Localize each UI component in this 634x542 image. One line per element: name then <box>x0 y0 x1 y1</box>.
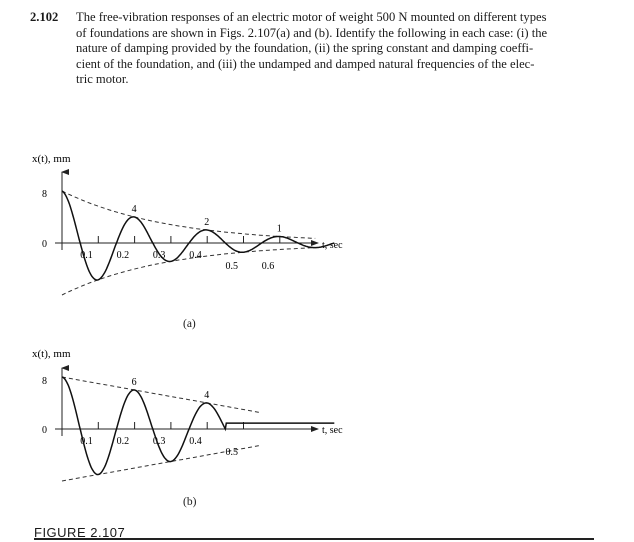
problem-number: 2.102 <box>30 10 59 24</box>
x-tick-label: 0.4 <box>189 250 202 261</box>
x-tick-label: 0.3 <box>153 250 166 261</box>
x-tick-label: 0.4 <box>189 436 202 447</box>
problem-statement: 2.102 The free-vibration responses of an… <box>30 10 610 88</box>
problem-line: tric motor. <box>76 72 129 87</box>
panel-b-y-tick-top: 8 <box>42 376 47 387</box>
problem-text: The free-vibration responses of an elect… <box>76 10 610 88</box>
x-tick-label: 0.6 <box>262 261 275 272</box>
figure-rule <box>34 538 594 540</box>
panel-b-ylabel: x(t), mm <box>32 348 71 360</box>
peak-label: 6 <box>132 377 137 388</box>
panel-b-x-ticks: 0.1 0.2 0.3 0.4 0.5 <box>80 422 244 458</box>
problem-line: of foundations are shown in Figs. 2.107(… <box>76 25 548 40</box>
problem-line: The free-vibration responses of an elect… <box>76 10 547 24</box>
panel-a-ylabel: x(t), mm <box>32 153 71 165</box>
panel-a-y-tick-zero: 0 <box>42 239 47 250</box>
envelope-lower <box>61 247 316 296</box>
x-tick-label: 0.5 <box>226 261 239 272</box>
peak-label: 1 <box>277 224 282 235</box>
envelope-upper <box>61 376 262 414</box>
peak-label: 4 <box>132 204 137 215</box>
envelope-lower <box>61 444 262 482</box>
panel-b-peak-labels: 64 <box>132 377 210 401</box>
panel-b: x(t), mm 8 0 t, sec 0.1 0.2 0.3 0.40.5 64 <box>32 348 343 482</box>
x-tick-label: 0.1 <box>80 436 93 447</box>
peak-label: 2 <box>204 217 209 228</box>
panel-a-xlabel: t, sec <box>322 240 343 251</box>
panel-a-y-tick-top: 8 <box>42 189 47 200</box>
panel-b-y-tick-zero: 0 <box>42 425 47 436</box>
x-tick-label: 0.5 <box>226 447 239 458</box>
envelope-upper <box>61 190 316 239</box>
problem-line: cient of the foundation, and (iii) the u… <box>76 56 535 71</box>
panel-a: x(t), mm 8 0 t, sec 0.1 0.2 0.3 0.4 0.5 0.6 4… <box>32 153 343 296</box>
peak-label: 4 <box>204 390 209 401</box>
panel-a-caption: (a) <box>183 318 196 330</box>
panel-b-response-curve <box>61 376 335 476</box>
panel-a-x-ticks: 0.1 0.2 0.3 0.4 0.5 0.6 <box>80 236 281 272</box>
panel-b-caption: (b) <box>183 496 197 508</box>
panel-b-envelope <box>61 376 262 482</box>
problem-line: nature of damping provided by the founda… <box>76 41 534 56</box>
x-tick-label: 0.2 <box>117 436 130 447</box>
x-tick-label: 0.3 <box>153 436 166 447</box>
panel-b-xlabel: t, sec <box>322 425 343 436</box>
figure-title: FIGURE 2.107 <box>34 525 126 540</box>
panel-a-peak-labels: 4 2 1 <box>132 204 282 235</box>
x-tick-label: 0.2 <box>117 250 130 261</box>
x-tick-label: 0.1 <box>80 250 93 261</box>
panel-a-response-curve <box>61 190 335 281</box>
panel-a-envelope <box>61 190 316 296</box>
